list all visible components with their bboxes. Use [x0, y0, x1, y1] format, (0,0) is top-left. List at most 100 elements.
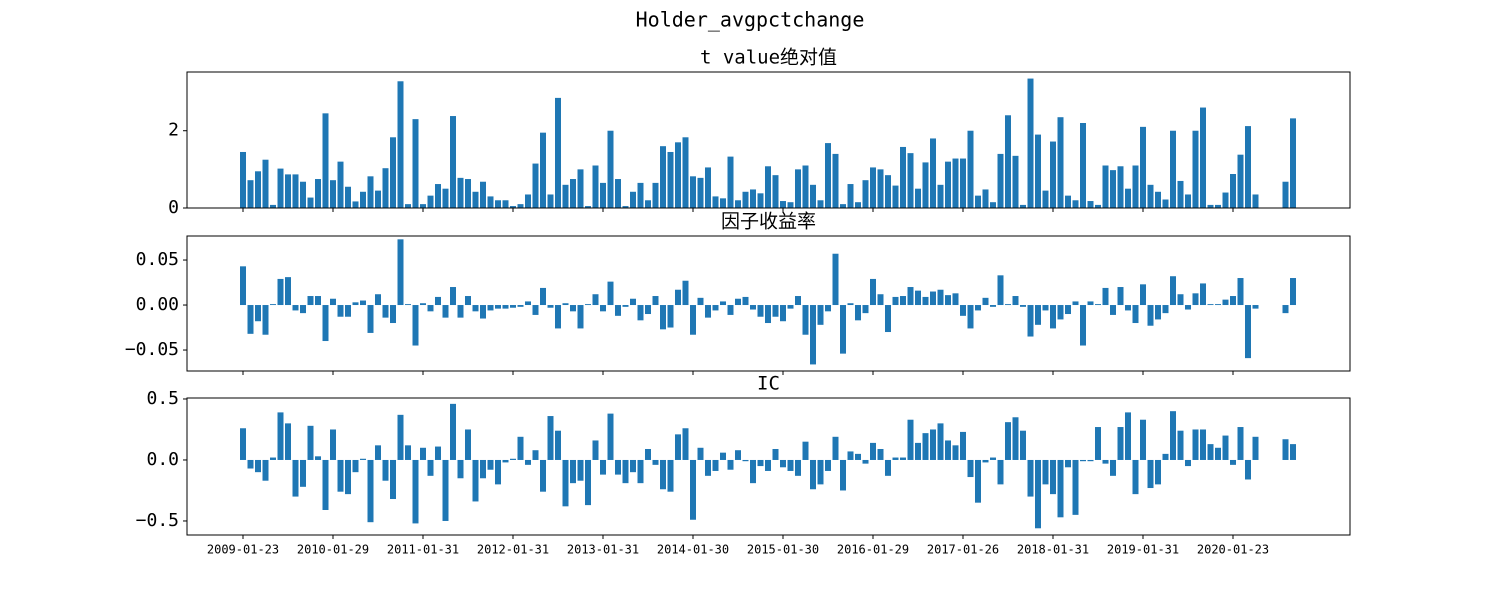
bar: [1057, 305, 1064, 320]
bar: [892, 185, 899, 208]
bar: [915, 290, 921, 306]
bar: [405, 445, 411, 460]
bar: [990, 305, 996, 307]
bar: [412, 305, 419, 346]
bar: [1132, 165, 1139, 208]
bar: [607, 281, 614, 306]
bar: [600, 182, 606, 208]
y-tick-label: −0.05: [125, 339, 179, 360]
bar: [607, 413, 614, 460]
bar: [1147, 305, 1154, 326]
bar: [645, 305, 651, 315]
bar: [427, 459, 434, 476]
bar: [412, 119, 419, 208]
bar: [330, 429, 336, 460]
bar: [390, 459, 396, 500]
bar: [915, 188, 921, 208]
bar: [1177, 430, 1184, 460]
bar: [862, 180, 869, 208]
bar: [337, 459, 344, 492]
bar: [1042, 459, 1049, 485]
bar: [705, 167, 711, 208]
bar: [810, 305, 816, 365]
bar: [825, 305, 831, 312]
bar: [600, 459, 606, 475]
bar: [1072, 301, 1079, 306]
bar: [892, 296, 899, 306]
bar: [810, 459, 816, 490]
bar: [457, 305, 464, 318]
bar: [352, 459, 359, 473]
bar: [1095, 427, 1101, 460]
bar: [247, 180, 254, 208]
bar: [1170, 411, 1176, 460]
bar: [255, 171, 261, 208]
bar: [997, 153, 1004, 208]
bar: [367, 459, 374, 523]
bar: [1147, 184, 1154, 208]
bar: [922, 162, 929, 208]
bar: [540, 132, 546, 208]
bar: [1117, 287, 1124, 306]
bar: [307, 296, 314, 306]
bar: [795, 459, 801, 476]
bar: [405, 204, 411, 208]
bar: [990, 202, 996, 208]
bar: [570, 305, 576, 312]
bar: [495, 200, 501, 208]
bar: [517, 305, 524, 307]
bar: [855, 453, 861, 460]
bar: [967, 459, 974, 478]
bar: [907, 287, 914, 306]
bar: [367, 176, 374, 208]
bar: [967, 305, 974, 329]
bar: [615, 305, 621, 316]
y-tick-label: 0.0: [146, 449, 179, 470]
y-tick-label: 0.05: [136, 249, 179, 270]
bar: [1140, 126, 1146, 208]
bar: [817, 200, 824, 208]
bar: [1230, 459, 1236, 465]
bar: [315, 179, 321, 208]
bar: [1065, 195, 1071, 208]
bar: [1072, 200, 1079, 208]
bar: [1140, 419, 1146, 460]
bar: [592, 440, 599, 460]
bar: [1035, 459, 1041, 529]
bar: [1185, 305, 1191, 310]
bar: [870, 442, 876, 460]
bar: [450, 116, 456, 208]
bar: [1177, 180, 1184, 208]
bar: [397, 414, 404, 460]
bar: [1162, 453, 1169, 460]
bar: [1102, 459, 1109, 464]
bar: [697, 177, 704, 208]
bar: [1065, 459, 1071, 468]
bar: [345, 459, 351, 495]
bar: [457, 459, 464, 479]
bar: [765, 305, 771, 324]
subplot-title: t value绝对值: [700, 47, 837, 69]
bar: [577, 459, 584, 481]
bar: [952, 158, 959, 208]
bar: [1080, 123, 1086, 208]
bar: [510, 305, 516, 308]
bar: [300, 181, 306, 208]
bar: [1162, 305, 1169, 314]
bar: [960, 305, 966, 316]
bar: [375, 190, 381, 208]
bar: [465, 179, 471, 208]
bar: [397, 239, 404, 306]
bar: [1102, 165, 1109, 208]
bar: [832, 253, 839, 306]
bar: [442, 459, 449, 521]
bar: [1282, 305, 1289, 314]
bar: [877, 448, 884, 460]
bar: [832, 436, 839, 460]
bar: [487, 305, 494, 311]
bar: [240, 151, 246, 208]
bar: [277, 278, 284, 306]
bar: [922, 296, 929, 306]
bar: [1230, 174, 1236, 208]
bar: [570, 459, 576, 484]
